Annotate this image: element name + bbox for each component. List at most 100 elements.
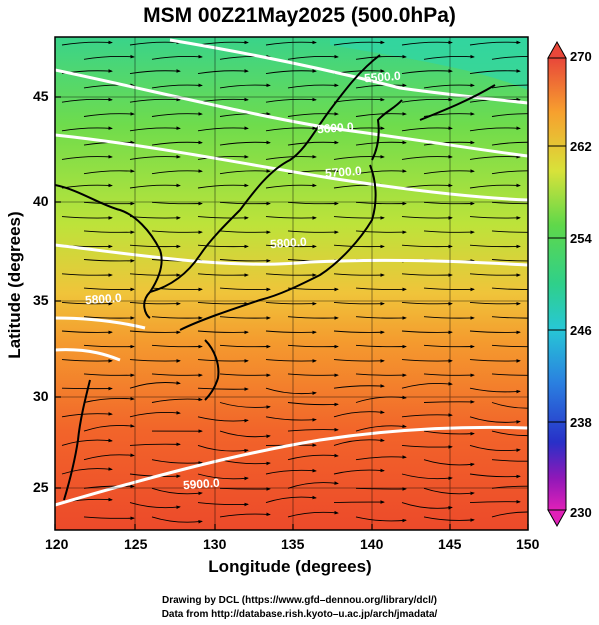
streamline bbox=[333, 216, 385, 220]
temperature-field bbox=[55, 37, 528, 530]
x-tick-label: 135 bbox=[281, 536, 305, 552]
grid-lines bbox=[55, 37, 528, 530]
streamline bbox=[333, 154, 385, 160]
y-tick-label: 30 bbox=[33, 388, 49, 404]
streamline bbox=[287, 453, 339, 461]
x-tick-label: 125 bbox=[124, 536, 148, 552]
streamline bbox=[491, 287, 528, 290]
streamline bbox=[219, 287, 271, 292]
streamline bbox=[491, 344, 528, 348]
streamline bbox=[491, 402, 528, 409]
streamline bbox=[469, 416, 521, 424]
streamline bbox=[491, 459, 528, 462]
streamline bbox=[61, 273, 113, 277]
streamline bbox=[265, 468, 317, 475]
wind-streamlines bbox=[61, 40, 528, 524]
contour-label: 5600.0 bbox=[316, 119, 354, 136]
streamline bbox=[129, 359, 181, 363]
streamline bbox=[401, 473, 453, 481]
plot-frame bbox=[54, 36, 529, 531]
streamline bbox=[423, 54, 475, 60]
streamline bbox=[83, 453, 135, 461]
streamline bbox=[423, 487, 475, 496]
contour-label: 5800.0 bbox=[269, 234, 307, 251]
streamline bbox=[333, 97, 385, 103]
streamline bbox=[423, 287, 475, 292]
streamline bbox=[83, 54, 135, 60]
streamline bbox=[83, 396, 135, 403]
streamline bbox=[491, 430, 528, 437]
streamline bbox=[287, 481, 339, 489]
streamline bbox=[129, 411, 181, 418]
streamline bbox=[469, 40, 521, 46]
streamline bbox=[151, 344, 203, 349]
y-axis-label: Latitude (degrees) bbox=[5, 211, 24, 359]
streamline bbox=[287, 427, 339, 432]
streamline bbox=[151, 83, 203, 89]
contour-label: 5500.0 bbox=[363, 68, 402, 86]
streamline bbox=[197, 330, 249, 335]
streamline bbox=[197, 244, 249, 249]
streamline bbox=[61, 467, 113, 475]
streamline bbox=[355, 140, 407, 146]
streamline bbox=[491, 170, 528, 175]
streamline bbox=[355, 455, 407, 461]
colorbar-tick-label: 238 bbox=[570, 415, 592, 430]
streamline bbox=[491, 259, 528, 262]
streamline bbox=[469, 273, 521, 277]
streamline bbox=[265, 330, 317, 335]
streamline bbox=[83, 112, 135, 117]
streamline bbox=[355, 373, 407, 378]
streamline bbox=[265, 387, 317, 395]
streamline bbox=[151, 140, 203, 146]
streamline bbox=[61, 97, 113, 103]
streamline bbox=[355, 54, 407, 60]
streamline bbox=[219, 259, 271, 263]
streamline bbox=[265, 416, 317, 422]
streamline bbox=[151, 459, 203, 465]
streamline bbox=[197, 69, 249, 75]
streamline bbox=[197, 359, 249, 363]
streamline bbox=[129, 244, 181, 249]
streamline bbox=[333, 359, 385, 363]
contour-label: 5900.0 bbox=[182, 475, 220, 493]
streamline bbox=[423, 344, 475, 349]
streamline bbox=[129, 381, 181, 389]
streamline bbox=[491, 511, 528, 518]
streamline bbox=[83, 169, 135, 175]
streamline bbox=[491, 113, 528, 117]
streamline bbox=[219, 430, 271, 439]
colorbar-tick-label: 230 bbox=[570, 505, 592, 520]
colorbar-max-arrow bbox=[547, 40, 567, 59]
streamline bbox=[265, 97, 317, 103]
streamline bbox=[401, 154, 453, 160]
streamline bbox=[61, 330, 113, 335]
streamline bbox=[151, 54, 203, 60]
x-tick-label: 140 bbox=[360, 536, 384, 552]
streamline bbox=[151, 169, 203, 175]
streamline bbox=[265, 359, 317, 363]
streamline bbox=[219, 140, 271, 146]
streamline bbox=[151, 487, 203, 496]
streamline bbox=[265, 216, 317, 220]
streamline bbox=[287, 83, 339, 89]
streamline bbox=[355, 395, 407, 403]
streamline bbox=[61, 126, 113, 132]
streamline bbox=[197, 473, 249, 481]
streamline bbox=[401, 444, 453, 449]
streamline bbox=[61, 216, 113, 220]
streamline bbox=[423, 169, 475, 175]
streamline bbox=[129, 97, 181, 103]
streamline bbox=[151, 112, 203, 117]
streamline bbox=[401, 273, 453, 277]
streamline bbox=[423, 400, 475, 404]
streamline bbox=[287, 112, 339, 117]
streamline bbox=[151, 397, 203, 403]
streamline bbox=[491, 316, 528, 319]
streamline bbox=[83, 230, 135, 235]
streamline bbox=[129, 69, 181, 75]
streamline bbox=[83, 344, 135, 349]
x-axis-label: Longitude (degrees) bbox=[208, 557, 372, 576]
streamline bbox=[219, 373, 271, 378]
